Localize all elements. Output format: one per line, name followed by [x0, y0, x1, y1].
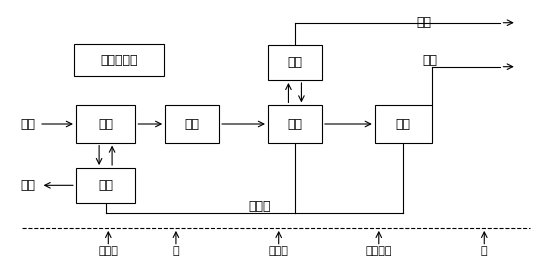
- Bar: [268, 45, 322, 80]
- Text: 循环水: 循环水: [98, 246, 118, 256]
- Text: 反应: 反应: [185, 118, 200, 131]
- Text: 分离: 分离: [288, 118, 302, 131]
- Text: 放空: 放空: [417, 16, 432, 29]
- Bar: [165, 105, 219, 143]
- Text: 电: 电: [173, 246, 179, 256]
- Bar: [75, 44, 164, 76]
- Text: 仪表空气: 仪表空气: [365, 246, 392, 256]
- Text: 导热油装置: 导热油装置: [100, 54, 138, 67]
- Bar: [375, 105, 432, 143]
- Bar: [268, 105, 322, 143]
- Text: 导热油: 导热油: [269, 246, 289, 256]
- Text: 汽化: 汽化: [98, 118, 113, 131]
- Text: 甲醇: 甲醇: [20, 118, 35, 131]
- Bar: [76, 105, 135, 143]
- Text: 汽提: 汽提: [98, 179, 113, 192]
- Bar: [76, 168, 135, 203]
- Text: 废水: 废水: [20, 179, 35, 192]
- Text: 精馏: 精馏: [396, 118, 411, 131]
- Text: 洗涤: 洗涤: [288, 56, 302, 69]
- Text: 产品: 产品: [422, 54, 437, 67]
- Text: 塔釜液: 塔釜液: [248, 200, 271, 213]
- Text: 煤: 煤: [481, 246, 487, 256]
